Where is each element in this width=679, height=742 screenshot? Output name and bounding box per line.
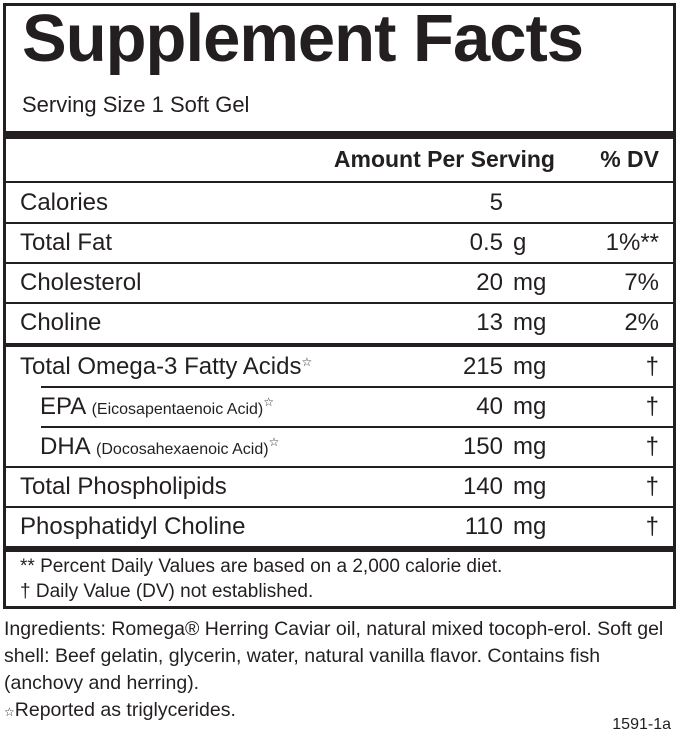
nutrient-name-text: Total Omega-3 Fatty Acids <box>20 353 302 380</box>
nutrient-name: Cholesterol <box>20 269 142 296</box>
nutrient-row-total-fat: Total Fat 0.5 g 1%** <box>6 223 673 263</box>
nutrient-amount: 110 <box>464 513 503 540</box>
nutrient-unit: mg <box>513 513 547 540</box>
serving-size: Serving Size 1 Soft Gel <box>22 92 250 117</box>
nutrient-row-calories: Calories 5 <box>6 183 673 223</box>
nutrient-dv: 1%** <box>605 229 659 256</box>
nutrient-row-phospholipids: Total Phospholipids 140 mg † <box>6 467 673 507</box>
nutrient-amount: 5 <box>489 189 503 216</box>
indented-divider <box>41 426 673 428</box>
nutrient-name: Phosphatidyl Choline <box>20 513 246 540</box>
medium-divider <box>6 343 673 347</box>
triglyceride-note-text: Reported as triglycerides. <box>14 699 236 721</box>
nutrient-row-omega-3: Total Omega-3 Fatty Acids☆ 215 mg † <box>6 347 673 387</box>
ingredients-text: Ingredients: Romega® Herring Caviar oil,… <box>4 618 664 694</box>
star-icon: ☆ <box>268 435 280 449</box>
nutrient-row-cholesterol: Cholesterol 20 mg 7% <box>6 263 673 303</box>
nutrient-unit: mg <box>513 269 547 296</box>
divider <box>6 262 673 264</box>
star-icon: ☆ <box>263 395 275 409</box>
panel-title: Supplement Facts <box>22 1 584 76</box>
nutrient-dv: † <box>645 393 659 420</box>
nutrient-amount: 13 <box>476 309 503 336</box>
dv-header: % DV <box>600 146 659 172</box>
nutrient-amount: 40 <box>476 393 503 420</box>
nutrient-dv: † <box>645 513 659 540</box>
nutrient-unit: g <box>513 229 527 256</box>
nutrient-row-dha: DHA (Docosahexaenoic Acid)☆ 150 mg † <box>6 427 673 467</box>
amount-header: Amount Per Serving <box>333 146 555 172</box>
divider <box>6 181 673 183</box>
nutrient-unit: mg <box>513 393 547 420</box>
nutrient-dv: † <box>645 433 659 460</box>
nutrient-row-phosphatidyl-choline: Phosphatidyl Choline 110 mg † <box>6 507 673 547</box>
product-code: 1591-1a <box>612 716 671 733</box>
nutrient-dv: † <box>645 353 659 380</box>
nutrient-amount: 215 <box>462 353 503 380</box>
thick-divider <box>6 131 673 139</box>
nutrient-dv: 7% <box>624 269 659 296</box>
nutrient-name: Calories <box>20 189 109 216</box>
nutrient-subname: (Docosahexaenoic Acid) <box>96 441 269 458</box>
supplement-facts-panel: Supplement Facts Serving Size 1 Soft Gel… <box>3 1 676 609</box>
triglyceride-note: ☆Reported as triglycerides. <box>4 697 674 724</box>
nutrient-unit: mg <box>513 433 547 460</box>
star-icon: ☆ <box>301 355 313 369</box>
nutrient-name: Total Phospholipids <box>20 473 227 500</box>
nutrient-row-epa: EPA (Eicosapentaenoic Acid)☆ 40 mg † <box>6 387 673 427</box>
star-icon: ☆ <box>4 705 15 719</box>
nutrient-amount: 150 <box>462 433 503 460</box>
thick-divider <box>6 546 673 552</box>
footnote-dv-not-established: † Daily Value (DV) not established. <box>20 581 314 602</box>
nutrient-dv: 2% <box>624 309 659 336</box>
nutrient-unit: mg <box>513 473 547 500</box>
divider <box>6 466 673 468</box>
nutrient-name: Choline <box>20 309 102 336</box>
ingredients: Ingredients: Romega® Herring Caviar oil,… <box>4 616 674 724</box>
nutrient-name: DHA (Docosahexaenoic Acid)☆ <box>40 433 279 461</box>
indented-divider <box>41 386 673 388</box>
nutrient-unit: mg <box>513 353 547 380</box>
nutrient-unit: mg <box>513 309 547 336</box>
nutrient-amount: 140 <box>462 473 503 500</box>
nutrient-row-choline: Choline 13 mg 2% <box>6 303 673 343</box>
nutrient-name: Total Fat <box>20 229 113 256</box>
nutrient-amount: 0.5 <box>469 229 503 256</box>
footnote-dv-basis: ** Percent Daily Values are based on a 2… <box>20 556 503 577</box>
nutrient-name-text: EPA <box>40 393 85 420</box>
nutrient-name-text: DHA <box>40 433 90 460</box>
nutrient-subname: (Eicosapentaenoic Acid) <box>91 401 264 418</box>
divider <box>6 506 673 508</box>
nutrient-name: EPA (Eicosapentaenoic Acid)☆ <box>40 393 274 421</box>
nutrient-dv: † <box>645 473 659 500</box>
divider <box>6 222 673 224</box>
nutrient-name: Total Omega-3 Fatty Acids☆ <box>20 353 312 381</box>
divider <box>6 302 673 304</box>
nutrient-amount: 20 <box>476 269 503 296</box>
